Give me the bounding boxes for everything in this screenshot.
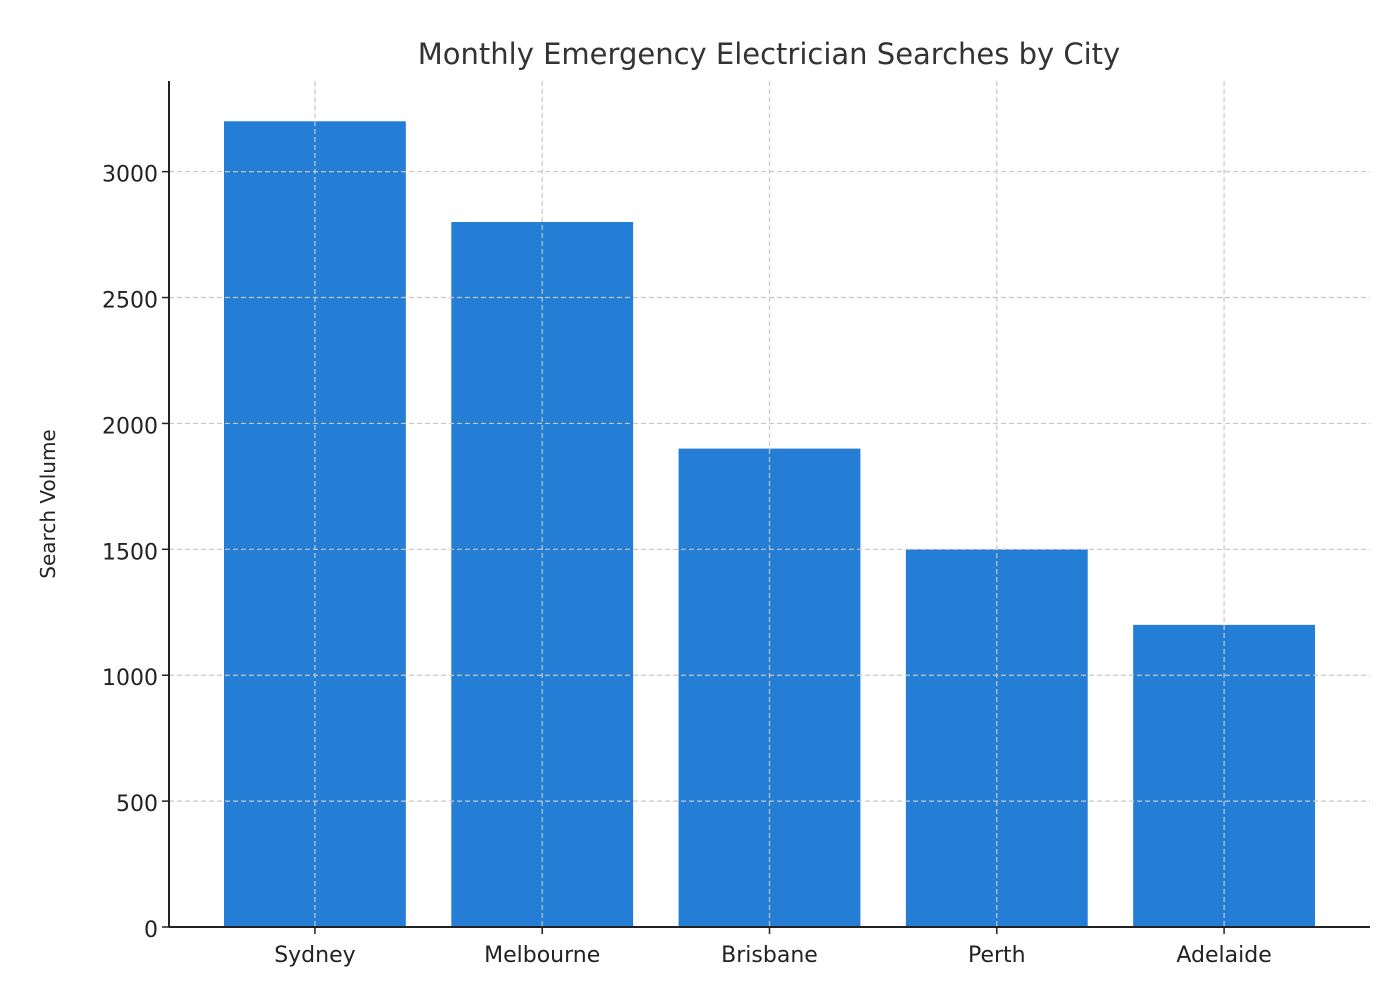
x-tick-label: Brisbane — [721, 943, 818, 968]
bar-brisbane — [678, 448, 861, 927]
grid-lines — [169, 81, 1370, 927]
y-axis-label: Search Volume — [36, 429, 60, 578]
ticks: 0 500 1000 1500 2000 2500 3000 Sydney Melbourne B… — [102, 163, 1272, 968]
y-tick-label: 500 — [116, 792, 158, 817]
x-tick-label: Melbourne — [484, 943, 600, 968]
x-tick-label: Perth — [968, 943, 1026, 968]
y-tick-label: 2500 — [102, 289, 158, 314]
y-tick-label: 3000 — [102, 163, 158, 188]
y-tick-label: 1000 — [102, 666, 158, 691]
chart-title: Monthly Emergency Electrician Searches b… — [418, 37, 1120, 71]
y-tick-label: 2000 — [102, 414, 158, 439]
x-tick-label: Sydney — [274, 943, 355, 968]
y-tick-label: 1500 — [102, 540, 158, 565]
y-tick-label: 0 — [144, 918, 158, 943]
x-tick-label: Adelaide — [1176, 943, 1271, 968]
